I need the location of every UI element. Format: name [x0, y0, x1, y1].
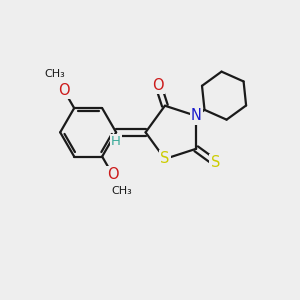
- Text: H: H: [111, 135, 121, 148]
- Text: O: O: [58, 83, 70, 98]
- Text: S: S: [160, 152, 170, 166]
- Text: CH₃: CH₃: [112, 186, 132, 196]
- Text: CH₃: CH₃: [44, 69, 65, 79]
- Text: N: N: [191, 108, 202, 123]
- Text: O: O: [152, 78, 164, 93]
- Text: S: S: [211, 155, 220, 170]
- Text: O: O: [106, 167, 118, 182]
